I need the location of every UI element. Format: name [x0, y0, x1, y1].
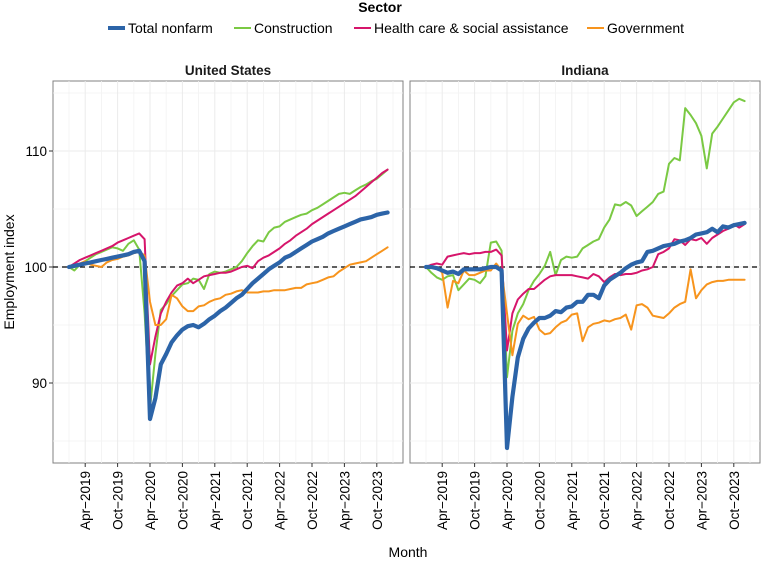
- x-tick-label: Apr−2023: [694, 471, 709, 530]
- legend-entry: Total nonfarm: [108, 20, 213, 36]
- series-line-total-nonfarm: [66, 210, 390, 422]
- x-tick-label: Oct−2022: [662, 471, 677, 530]
- series-line-construction: [68, 168, 389, 410]
- x-tick-label: Oct−2019: [468, 471, 483, 530]
- x-tick-label: Apr−2020: [500, 471, 515, 530]
- x-tick-label: Apr−2022: [630, 471, 645, 530]
- series-line-government: [425, 262, 746, 357]
- series-line-construction: [425, 97, 746, 379]
- series-line-health-care-social-assistance: [68, 168, 389, 366]
- y-tick-label: 90: [32, 376, 47, 391]
- panel-indiana: Indiana Apr−2019 Oct−2019 Apr−2020 Oct−2020 A…: [409, 63, 761, 530]
- series-line-total-nonfarm: [423, 220, 747, 451]
- y-tick-label: 110: [25, 144, 47, 159]
- panel-title: United States: [185, 63, 271, 78]
- panel-title: Indiana: [561, 63, 609, 78]
- legend-label: Construction: [254, 20, 333, 36]
- legend-label: Total nonfarm: [128, 20, 213, 36]
- x-tick-label: Oct−2021: [240, 471, 255, 530]
- x-tick-label: Oct−2022: [305, 471, 320, 530]
- x-tick-label: Apr−2019: [435, 471, 450, 530]
- x-tick-label: Apr−2023: [337, 471, 352, 530]
- x-tick-label: Oct−2023: [727, 471, 742, 530]
- legend-label: Health care & social assistance: [374, 20, 569, 36]
- y-tick-label: 100: [24, 260, 47, 275]
- x-tick-label: Apr−2019: [78, 471, 93, 530]
- legend-entry: Construction: [234, 20, 333, 36]
- x-tick-label: Apr−2022: [273, 471, 288, 530]
- legend-label: Government: [607, 20, 684, 36]
- x-tick-label: Oct−2019: [111, 471, 126, 530]
- legend-title: Sector: [358, 0, 402, 15]
- legend-entry: Government: [587, 20, 684, 36]
- legend-entry: Health care & social assistance: [354, 20, 569, 36]
- x-axis-title: Month: [389, 544, 428, 560]
- x-tick-label: Oct−2020: [175, 471, 190, 530]
- panel-united-states: United States Apr−2019 Oct−2019 Apr−2020 Oct…: [24, 63, 404, 530]
- y-axis-title: Employment index: [1, 214, 17, 329]
- x-tick-label: Oct−2020: [532, 471, 547, 530]
- x-tick-label: Oct−2023: [370, 471, 385, 530]
- x-tick-label: Apr−2021: [208, 471, 223, 530]
- x-tick-label: Oct−2021: [597, 471, 612, 530]
- x-tick-label: Apr−2020: [143, 471, 158, 530]
- x-tick-label: Apr−2021: [565, 471, 580, 530]
- legend: Sector Total nonfarm Construction Health c…: [108, 0, 684, 36]
